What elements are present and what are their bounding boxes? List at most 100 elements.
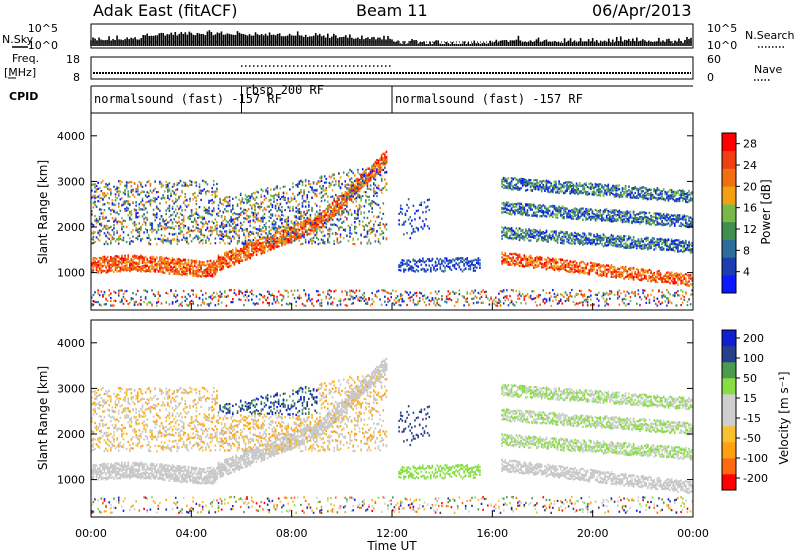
heatmap-cell <box>271 246 274 249</box>
heatmap-cell <box>200 216 202 219</box>
heatmap-cell <box>246 210 248 213</box>
heatmap-cell <box>205 192 207 196</box>
heatmap-cell <box>290 220 293 223</box>
heatmap-cell <box>417 227 419 230</box>
heatmap-cell <box>431 297 434 301</box>
heatmap-cell <box>108 197 111 200</box>
heatmap-cell <box>217 214 220 217</box>
heatmap-cell <box>155 304 158 307</box>
heatmap-cell <box>230 220 233 223</box>
heatmap-cell <box>225 220 228 223</box>
heatmap-cell <box>358 189 361 193</box>
heatmap-cell <box>330 183 332 186</box>
heatmap-cell <box>136 230 139 234</box>
heatmap-cell <box>360 212 362 215</box>
heatmap-cell <box>243 201 245 204</box>
heatmap-cell <box>219 241 221 244</box>
heatmap-cell <box>425 270 427 273</box>
heatmap-cell <box>225 205 228 208</box>
heatmap-cell <box>365 191 367 194</box>
heatmap-cell <box>124 257 126 261</box>
heatmap-cell <box>224 234 226 238</box>
heatmap-cell <box>176 242 179 246</box>
heatmap-cell <box>197 223 199 226</box>
heatmap-cell <box>258 293 261 296</box>
heatmap-cell <box>371 175 374 178</box>
heatmap-cell <box>303 223 305 226</box>
heatmap-cell <box>114 291 117 294</box>
heatmap-cell <box>254 245 256 249</box>
heatmap-cell <box>117 180 120 183</box>
heatmap-cell <box>203 217 206 220</box>
heatmap-cell <box>103 258 106 261</box>
heatmap-cell <box>124 256 126 259</box>
heatmap-cell <box>293 215 296 219</box>
heatmap-cell <box>100 290 103 293</box>
heatmap-cell <box>105 227 107 230</box>
heatmap-cell <box>260 293 263 297</box>
heatmap-cell <box>353 190 356 193</box>
heatmap-cell <box>116 211 118 214</box>
heatmap-cell <box>230 250 233 253</box>
heatmap-cell <box>372 200 375 204</box>
heatmap-cell <box>122 292 125 296</box>
heatmap-cell <box>190 289 193 292</box>
heatmap-cell <box>285 235 288 238</box>
heatmap-cell <box>423 201 426 204</box>
heatmap-cell <box>171 302 174 305</box>
heatmap-cell <box>97 232 99 235</box>
heatmap-cell <box>372 227 375 230</box>
heatmap-cell <box>255 231 258 234</box>
heatmap-cell <box>327 220 329 223</box>
heatmap-cell <box>163 234 166 237</box>
heatmap-cell <box>97 292 99 295</box>
heatmap-cell <box>160 256 163 259</box>
heatmap-cell <box>276 217 278 220</box>
heatmap-cell <box>235 248 237 252</box>
heatmap-cell <box>455 262 457 265</box>
heatmap-cell <box>342 210 345 214</box>
heatmap-cell <box>263 245 266 248</box>
heatmap-cell <box>159 222 161 225</box>
heatmap-cell <box>247 198 250 201</box>
heatmap-cell <box>293 195 296 198</box>
heatmap-cell <box>233 261 236 264</box>
heatmap-cell <box>149 228 152 232</box>
heatmap-cell <box>162 237 164 240</box>
heatmap-cell <box>208 272 210 275</box>
heatmap-cell <box>331 207 334 211</box>
heatmap-cell <box>273 246 275 249</box>
heatmap-cell <box>244 235 247 238</box>
heatmap-cell <box>193 274 196 277</box>
heatmap-cell <box>352 296 354 299</box>
heatmap-cell <box>428 299 431 302</box>
heatmap-cell <box>160 270 163 273</box>
heatmap-cell <box>94 200 96 203</box>
heatmap-cell <box>268 290 271 294</box>
heatmap-cell <box>189 265 191 268</box>
heatmap-cell <box>277 195 280 199</box>
heatmap-cell <box>244 247 247 250</box>
heatmap-cell <box>273 242 275 246</box>
heatmap-cell <box>157 237 160 240</box>
heatmap-cell <box>192 225 194 228</box>
heatmap-cell <box>374 190 377 193</box>
heatmap-cell <box>173 238 175 241</box>
heatmap-cell <box>167 262 169 266</box>
heatmap-cell <box>453 264 456 267</box>
heatmap-cell <box>127 260 130 264</box>
heatmap-cell <box>174 268 177 272</box>
heatmap-cell <box>141 261 144 264</box>
heatmap-cell <box>322 234 324 238</box>
heatmap-cell <box>209 226 212 229</box>
heatmap-cell <box>170 265 172 268</box>
heatmap-cell <box>170 259 172 262</box>
heatmap-cell <box>212 183 215 186</box>
heatmap-cell <box>224 208 226 211</box>
heatmap-cell <box>235 259 237 262</box>
heatmap-cell <box>357 193 359 196</box>
heatmap-cell <box>282 234 285 237</box>
heatmap-cell <box>235 224 237 227</box>
heatmap-cell <box>171 213 174 216</box>
heatmap-cell <box>399 294 402 297</box>
